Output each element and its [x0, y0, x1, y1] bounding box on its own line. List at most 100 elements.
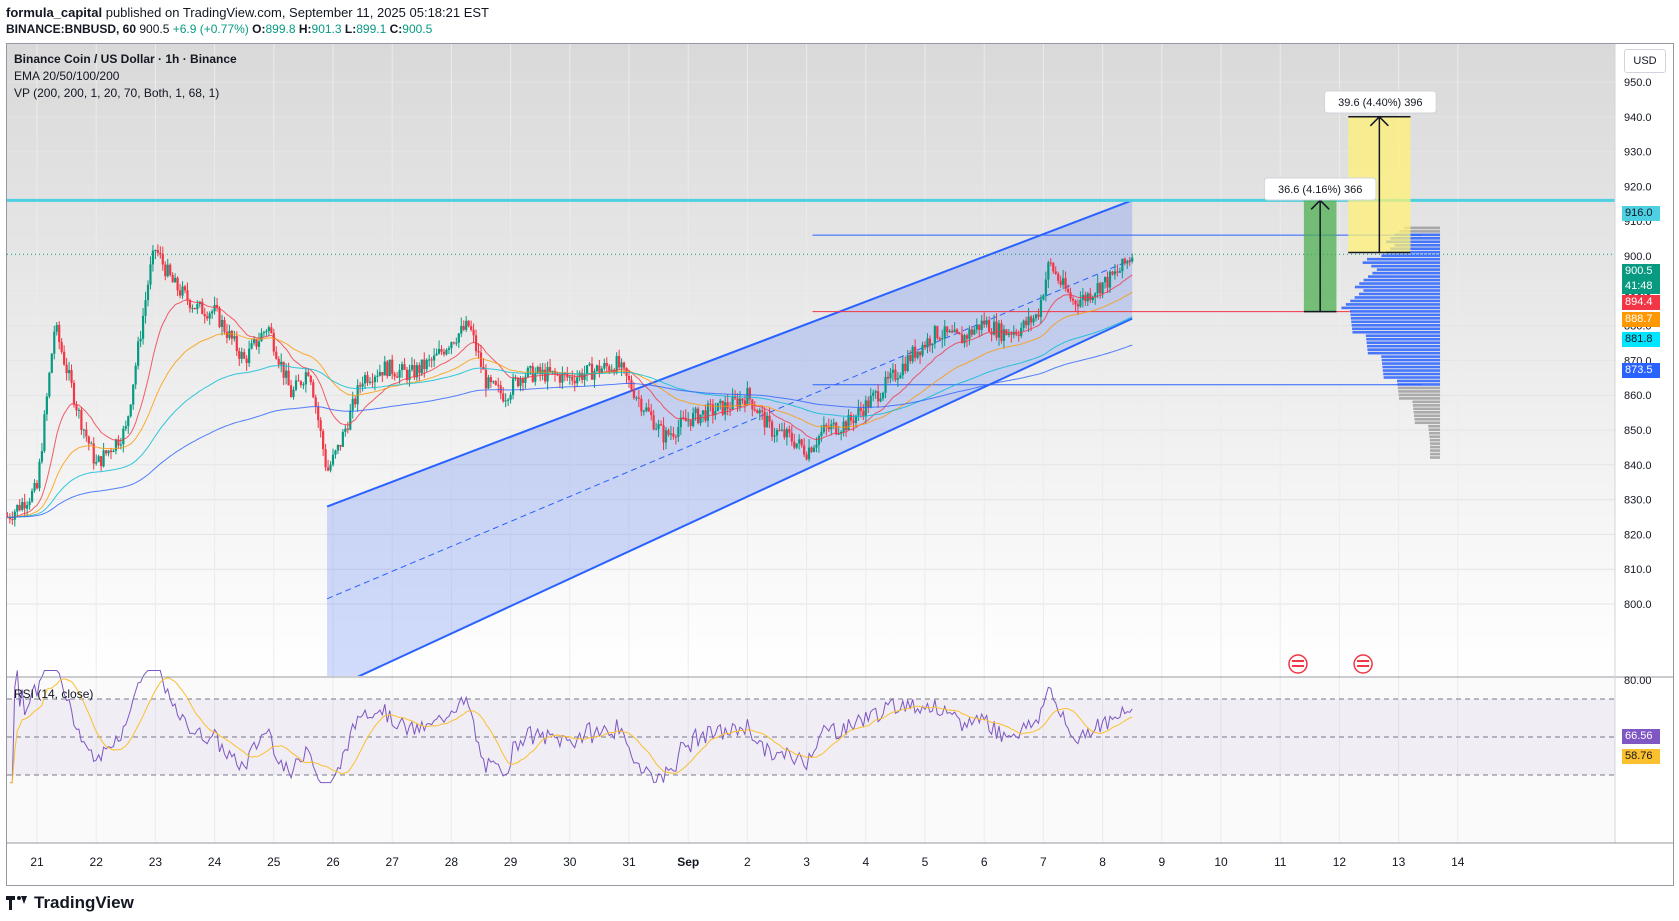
candle-body: [314, 397, 317, 407]
candle-body: [40, 451, 44, 462]
candle-body: [484, 369, 488, 389]
candle-body: [699, 414, 702, 424]
candle-body: [250, 343, 253, 349]
candle-body: [460, 325, 463, 334]
candle-body: [1052, 263, 1055, 272]
candle-body: [1025, 320, 1028, 326]
time-tick-label: 29: [504, 855, 518, 869]
volume-profile-bar: [1429, 431, 1441, 435]
symbol-name: BINANCE:BNBUSD, 60: [6, 22, 137, 36]
candle-body: [921, 344, 924, 356]
candle-body: [536, 367, 539, 373]
candle-body: [100, 456, 103, 467]
volume-profile-bar: [1341, 306, 1441, 310]
candle-body: [450, 342, 453, 349]
currency-button[interactable]: USD: [1624, 49, 1666, 73]
candle-body: [418, 365, 421, 374]
candle-body: [149, 264, 152, 285]
candle-body: [869, 395, 872, 408]
price-change: +6.9 (+0.77%): [172, 22, 249, 36]
candle-body: [398, 370, 401, 378]
ema-legend[interactable]: EMA 20/50/100/200: [14, 69, 120, 83]
time-tick-label: 7: [1040, 855, 1047, 869]
candle-body: [1029, 316, 1033, 323]
candle-body: [647, 407, 650, 412]
candle-body: [433, 355, 436, 361]
time-tick-label: 6: [981, 855, 988, 869]
candle-body: [600, 368, 603, 373]
candle-body: [423, 359, 426, 370]
candle-body: [1111, 271, 1114, 275]
candle-body: [805, 454, 808, 460]
candle-body: [201, 301, 204, 315]
volume-profile-bar: [1414, 417, 1441, 421]
candle-body: [955, 329, 959, 333]
volume-profile-bar: [1367, 257, 1441, 261]
candle-body: [243, 352, 246, 359]
volume-profile-bar: [1403, 226, 1441, 230]
candle-body: [336, 444, 340, 451]
volume-profile-bar: [1366, 337, 1441, 341]
volume-profile-bar: [1412, 400, 1441, 404]
candle-body: [403, 364, 406, 370]
volume-profile-bar: [1367, 344, 1441, 348]
candle-body: [137, 341, 140, 366]
candle-body: [220, 319, 224, 328]
rsi-legend[interactable]: RSI (14, close): [14, 687, 94, 701]
open-label: O:: [252, 22, 266, 36]
vp-legend[interactable]: VP (200, 200, 1, 20, 70, Both, 1, 68, 1): [14, 86, 220, 100]
candle-body: [156, 250, 159, 253]
candle-body: [132, 384, 135, 405]
volume-profile-bar: [1394, 243, 1441, 247]
volume-profile-bar: [1414, 414, 1441, 418]
candle-body: [546, 367, 549, 382]
candle-body: [331, 454, 335, 465]
time-tick-label: 21: [30, 855, 44, 869]
tradingview-logo[interactable]: TradingView: [6, 893, 134, 913]
volume-profile-bar: [1354, 296, 1441, 299]
candle-body: [667, 430, 670, 435]
candle-body: [963, 335, 966, 344]
candle-body: [943, 326, 946, 339]
ema200-line: [7, 344, 1133, 518]
candle-body: [494, 381, 497, 385]
candle-body: [726, 402, 729, 409]
candle-body: [415, 365, 418, 378]
candle-body: [378, 371, 381, 376]
candle-body: [894, 369, 897, 380]
candle-body: [886, 376, 890, 379]
candle-body: [50, 353, 53, 373]
candle-body: [359, 385, 362, 387]
candle-body: [235, 336, 238, 352]
candle-body: [341, 431, 344, 447]
candle-body: [371, 381, 374, 383]
candle-body: [275, 351, 278, 359]
volume-profile-bar: [1383, 376, 1441, 379]
time-tick-label: 30: [563, 855, 577, 869]
time-tick-label: 22: [90, 855, 104, 869]
candle-body: [590, 363, 594, 380]
volume-profile-bar: [1354, 285, 1441, 289]
candle-body: [958, 332, 961, 335]
time-tick-label: 8: [1099, 855, 1106, 869]
candle-body: [90, 443, 93, 445]
candle-body: [104, 450, 108, 454]
measure-yellow-arrowhead: [1369, 115, 1389, 127]
candle-body: [978, 324, 981, 330]
candle-body: [1047, 262, 1050, 280]
candle-body: [144, 300, 147, 316]
channel-mid-line: [326, 259, 1133, 600]
candle-body: [326, 467, 330, 471]
time-tick-label: Sep: [677, 855, 699, 869]
candle-body: [827, 426, 830, 430]
candle-body: [181, 286, 184, 296]
candle-body: [396, 376, 399, 378]
volume-profile-bar: [1366, 341, 1441, 344]
candle-body: [610, 369, 613, 371]
candle-body: [778, 430, 781, 432]
candle-body: [714, 411, 717, 415]
candle-body: [425, 359, 428, 370]
candle-body: [368, 381, 372, 383]
candle-body: [1042, 295, 1045, 300]
